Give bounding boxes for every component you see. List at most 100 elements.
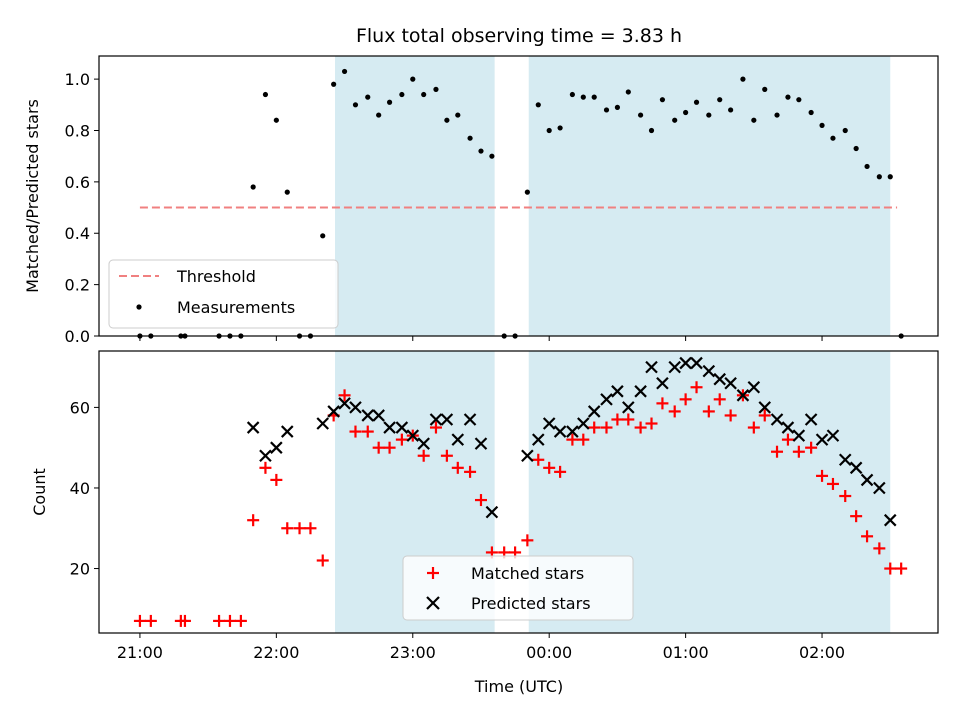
- predicted-star-point: [406, 429, 420, 442]
- measurement-point: [819, 122, 825, 128]
- matched-star-point: [474, 494, 487, 507]
- bottom-panel: 20 40 60 21:00 22:00 23:00 00:00 01:00 02:00 Co…: [30, 350, 939, 696]
- predicted-star-point: [361, 409, 375, 422]
- predicted-star-point: [849, 461, 863, 475]
- predicted-star-point: [690, 356, 703, 370]
- matched-star-point: [839, 490, 852, 503]
- predicted-star-point: [770, 413, 784, 426]
- predicted-star-point: [656, 376, 669, 390]
- y-tick-label: 1.0: [65, 70, 90, 89]
- top-y-axis-label: Matched/Predicted stars: [23, 99, 42, 293]
- matched-star-point: [383, 441, 396, 454]
- x-tick-label: 00:00: [526, 643, 572, 662]
- predicted-star-point: [327, 405, 340, 418]
- predicted-star-point: [679, 356, 692, 370]
- predicted-star-point: [316, 417, 330, 430]
- measurement-point: [399, 91, 405, 98]
- matched-star-point: [861, 530, 874, 543]
- matched-star-point: [622, 413, 635, 426]
- y-tick-label: 0.0: [65, 327, 90, 346]
- matched-star-point: [349, 425, 362, 438]
- predicted-star-point: [259, 449, 272, 463]
- measurement-point: [796, 97, 802, 103]
- predicted-star-point: [338, 397, 351, 410]
- measurement-point: [546, 127, 552, 134]
- matched-star-point: [451, 461, 464, 474]
- measurement-point: [535, 102, 541, 108]
- predicted-star-point: [429, 413, 443, 426]
- matched-star-point: [690, 381, 703, 394]
- y-tick-label: 40: [70, 479, 90, 498]
- matched-star-point: [600, 421, 613, 434]
- matched-star-point: [543, 461, 556, 474]
- measurement-point: [273, 117, 279, 123]
- predicted-star-point: [804, 413, 818, 426]
- measurement-point: [887, 174, 893, 180]
- measurement-point: [444, 117, 450, 123]
- measurement-point: [455, 112, 461, 118]
- matched-star-point: [304, 522, 317, 535]
- legend-threshold-label: Threshold: [176, 267, 256, 286]
- observing-interval-shade: [528, 56, 891, 336]
- measurement-point: [706, 112, 712, 118]
- matched-star-point: [270, 473, 283, 486]
- measurement-point: [648, 127, 655, 134]
- predicted-star-point: [451, 433, 465, 446]
- measurement-point: [433, 86, 439, 92]
- predicted-star-point: [815, 433, 829, 446]
- matched-star-point: [758, 409, 771, 422]
- y-tick-label: 0.8: [65, 121, 90, 140]
- measurement-point: [785, 94, 791, 100]
- matched-star-point: [338, 389, 351, 402]
- predicted-star-point: [485, 505, 499, 519]
- matched-star-point: [668, 405, 681, 418]
- matched-star-point: [611, 413, 624, 426]
- measurement-point: [341, 68, 348, 75]
- matched-star-point: [361, 425, 374, 438]
- matched-star-point: [213, 614, 226, 627]
- top-panel-frame: [98, 55, 939, 337]
- matched-star-point: [372, 441, 385, 454]
- matched-star-point: [464, 465, 477, 478]
- predicted-star-point: [566, 425, 579, 438]
- measurement-point: [386, 99, 393, 105]
- measurement-point: [717, 97, 723, 103]
- measurement-point: [728, 107, 734, 113]
- measurement-point: [808, 109, 814, 116]
- y-tick-label: 0.2: [65, 276, 90, 295]
- measurement-point: [580, 94, 586, 100]
- matched-star-point: [178, 614, 191, 627]
- matched-star-point: [645, 417, 658, 430]
- measurement-point: [659, 97, 666, 103]
- predicted-star-point: [736, 389, 750, 402]
- predicted-star-point: [474, 437, 488, 450]
- predicted-star-point: [521, 449, 534, 463]
- measurement-point: [683, 109, 689, 116]
- y-tick-label: 0.4: [65, 224, 90, 243]
- measurement-point: [352, 102, 359, 108]
- bottom-legend-box: [402, 555, 634, 621]
- bottom-panel-frame: [98, 350, 939, 634]
- measurement-point: [637, 112, 644, 118]
- measurement-point: [467, 135, 473, 141]
- matched-star-point: [417, 449, 430, 462]
- matched-star-point: [395, 433, 408, 446]
- x-tick-label: 23:00: [390, 643, 436, 662]
- matched-star-point: [873, 542, 886, 555]
- measurement-point: [762, 86, 768, 92]
- predicted-star-point: [838, 453, 852, 467]
- x-tick-label: 02:00: [799, 643, 845, 662]
- measurement-point: [830, 135, 836, 141]
- predicted-star-point: [463, 413, 477, 426]
- matched-star-point: [781, 433, 794, 446]
- measurement-point: [557, 125, 563, 131]
- measurement-point: [740, 76, 746, 82]
- predicted-star-point: [577, 417, 590, 430]
- measurement-point: [614, 104, 621, 110]
- measurement-point: [250, 184, 256, 190]
- predicted-star-point: [873, 481, 886, 495]
- predicted-star-point: [383, 421, 396, 434]
- matched-star-point: [771, 445, 784, 458]
- measurement-point: [365, 94, 371, 100]
- measurement-point: [421, 91, 427, 98]
